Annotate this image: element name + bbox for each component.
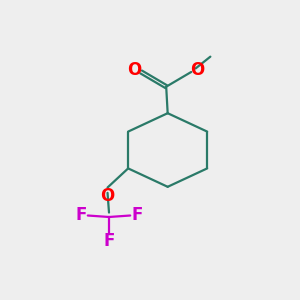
Text: O: O	[190, 61, 205, 80]
Text: F: F	[75, 206, 87, 224]
Text: O: O	[100, 187, 115, 205]
Text: F: F	[131, 206, 143, 224]
Text: F: F	[103, 232, 115, 250]
Text: O: O	[128, 61, 142, 80]
